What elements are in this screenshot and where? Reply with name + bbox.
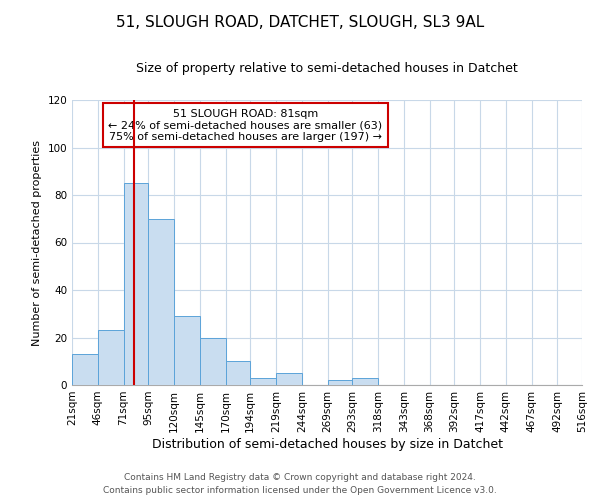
- X-axis label: Distribution of semi-detached houses by size in Datchet: Distribution of semi-detached houses by …: [151, 438, 503, 450]
- Y-axis label: Number of semi-detached properties: Number of semi-detached properties: [32, 140, 42, 346]
- Title: Size of property relative to semi-detached houses in Datchet: Size of property relative to semi-detach…: [136, 62, 518, 75]
- Bar: [148, 219, 174, 385]
- Bar: [98, 330, 124, 385]
- Text: Contains HM Land Registry data © Crown copyright and database right 2024.
Contai: Contains HM Land Registry data © Crown c…: [103, 474, 497, 495]
- Text: 51, SLOUGH ROAD, DATCHET, SLOUGH, SL3 9AL: 51, SLOUGH ROAD, DATCHET, SLOUGH, SL3 9A…: [116, 15, 484, 30]
- Bar: [174, 316, 200, 385]
- Text: 51 SLOUGH ROAD: 81sqm
← 24% of semi-detached houses are smaller (63)
75% of semi: 51 SLOUGH ROAD: 81sqm ← 24% of semi-deta…: [109, 108, 382, 142]
- Bar: [72, 354, 98, 385]
- Bar: [352, 378, 378, 385]
- Bar: [328, 380, 352, 385]
- Bar: [276, 373, 302, 385]
- Bar: [250, 378, 276, 385]
- Bar: [226, 361, 250, 385]
- Bar: [200, 338, 226, 385]
- Bar: [124, 183, 148, 385]
